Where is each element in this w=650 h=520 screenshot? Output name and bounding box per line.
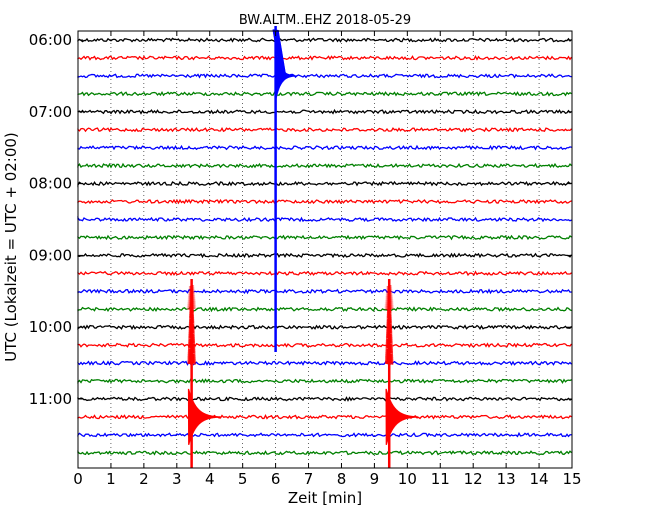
x-axis-label: Zeit [min] — [288, 489, 362, 507]
event-burst — [384, 284, 395, 365]
trace-row — [77, 342, 573, 348]
trace-row — [77, 288, 572, 295]
event-coda — [385, 388, 419, 445]
grid-lines — [110, 31, 540, 468]
event-coda — [187, 388, 221, 445]
trace-row — [77, 108, 572, 115]
x-tick-label: 13 — [497, 470, 516, 488]
plot-frame — [77, 30, 573, 469]
trace-row — [77, 396, 572, 402]
y-tick-label: 09:00 — [29, 246, 72, 264]
plot-area — [78, 31, 572, 468]
x-tick-label: 9 — [370, 470, 380, 488]
x-tick-label: 0 — [73, 470, 83, 488]
y-tick-label: 11:00 — [29, 390, 72, 408]
trace-row — [77, 91, 572, 97]
y-ticks: 06:00 07:00 08:00 09:00 10:00 11:00 — [29, 31, 572, 408]
x-tick-label: 11 — [431, 470, 450, 488]
events — [186, 26, 419, 468]
y-tick-label: 06:00 — [29, 31, 72, 49]
x-tick-label: 2 — [139, 470, 149, 488]
x-ticks: 0 1 2 3 4 5 6 7 8 9 10 11 12 13 14 15 — [73, 31, 582, 488]
trace-row — [77, 215, 572, 223]
x-tick-label: 5 — [238, 470, 248, 488]
event-signal — [384, 279, 419, 468]
event-signal — [186, 279, 221, 468]
x-tick-label: 8 — [337, 470, 347, 488]
x-tick-label: 7 — [304, 470, 314, 488]
trace-row — [77, 252, 573, 259]
traces — [77, 37, 573, 456]
trace-row — [77, 378, 572, 384]
x-tick-label: 12 — [464, 470, 483, 488]
x-tick-label: 15 — [562, 470, 581, 488]
trace-row — [77, 144, 572, 151]
y-tick-label: 07:00 — [29, 103, 72, 121]
trace-row — [77, 37, 572, 43]
trace-row — [77, 198, 572, 205]
chart-title: BW.ALTM..EHZ 2018-05-29 — [239, 13, 411, 28]
x-tick-label: 10 — [398, 470, 417, 488]
trace-row — [77, 270, 572, 277]
trace-row — [77, 126, 572, 133]
trace-row — [77, 234, 572, 241]
trace-row — [77, 180, 572, 188]
event-burst — [272, 29, 287, 76]
trace-row — [77, 450, 572, 456]
trace-row — [77, 431, 572, 438]
trace-row — [77, 324, 573, 331]
y-axis-label: UTC (Lokalzeit = UTC + 02:00) — [2, 132, 20, 362]
x-tick-label: 4 — [205, 470, 215, 488]
x-tick-label: 3 — [172, 470, 182, 488]
event-signal — [272, 26, 298, 352]
x-tick-label: 1 — [106, 470, 116, 488]
x-tick-label: 14 — [530, 470, 549, 488]
y-tick-label: 08:00 — [29, 175, 72, 193]
trace-row — [77, 413, 572, 420]
event-burst — [186, 284, 197, 365]
trace-row — [77, 162, 572, 169]
trace-row — [77, 54, 573, 61]
trace-row — [77, 73, 572, 79]
trace-row — [77, 306, 572, 313]
y-tick-label: 10:00 — [29, 318, 72, 336]
x-tick-label: 6 — [271, 470, 281, 488]
trace-row — [77, 360, 572, 366]
